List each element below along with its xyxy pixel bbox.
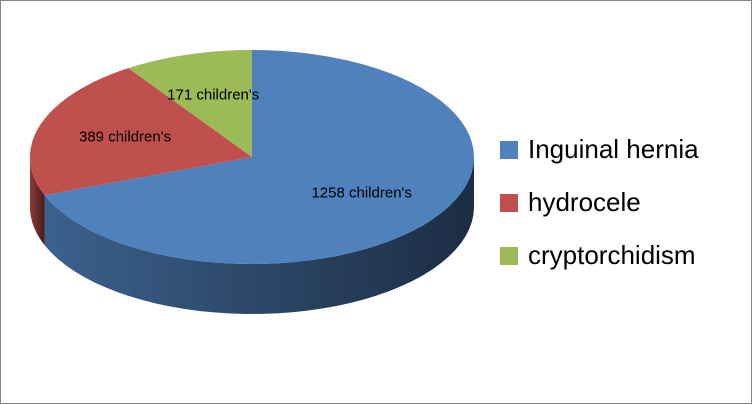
- legend-swatch: [500, 194, 518, 212]
- data-label: 171 children's: [167, 87, 259, 104]
- slice: [128, 50, 252, 157]
- slice: [44, 50, 474, 264]
- legend-label: Inguinal hernia: [528, 134, 699, 164]
- slice-side: [30, 157, 45, 246]
- slice-side: [44, 157, 474, 314]
- legend-swatch: [500, 247, 518, 265]
- legend-label: cryptorchidism: [528, 240, 696, 270]
- data-label: 389 children's: [79, 129, 171, 146]
- legend-swatch: [500, 141, 518, 159]
- slice: [30, 68, 253, 196]
- legend-label: hydrocele: [528, 187, 641, 217]
- data-label: 1258 children's: [311, 184, 411, 201]
